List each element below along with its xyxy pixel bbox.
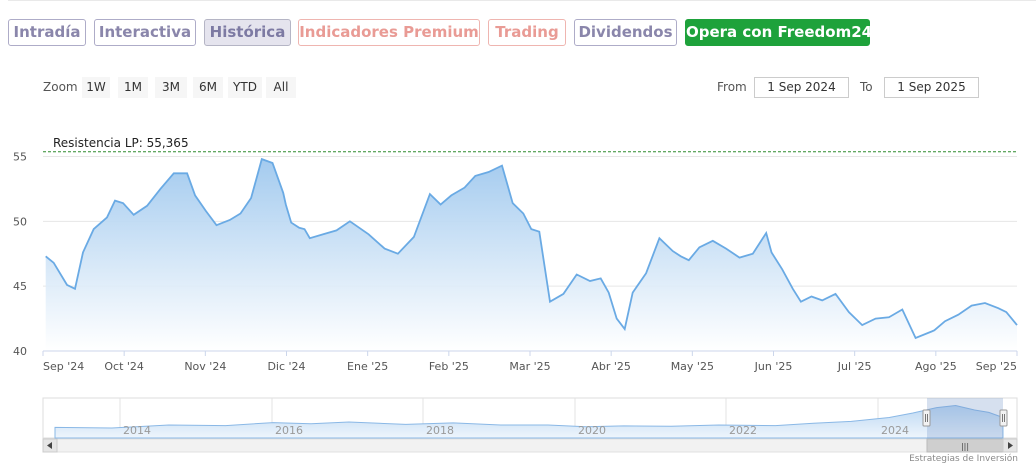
x-tick-label: Nov '24 [184,360,226,373]
scrollbar-track[interactable] [42,438,1018,453]
x-tick-label: Abr '25 [591,360,631,373]
navigator-left-handle[interactable] [922,409,931,427]
zoom-label: Zoom [43,80,78,94]
price-series-line [45,157,1018,340]
tab-trading[interactable]: Trading [488,19,566,46]
navigator-year-label: 2022 [729,424,757,437]
tab-dividendos[interactable]: Dividendos [574,19,677,46]
y-axis: 40 45 50 55 [13,150,27,358]
price-area-fill [45,159,1017,351]
zoom-ytd-button[interactable]: YTD [228,77,262,98]
tab-historica[interactable]: Histórica [204,19,291,46]
x-tick-label: Sep '25 [976,360,1017,373]
arrow-right-icon [1008,442,1013,449]
zoom-3m-button[interactable]: 3M [155,77,187,98]
tab-intradia[interactable]: Intradía [8,19,86,46]
zoom-1m-button[interactable]: 1M [118,77,148,98]
y-tick-label: 55 [13,150,27,163]
zoom-6m-button[interactable]: 6M [193,77,223,98]
x-tick-label: Mar '25 [509,360,550,373]
x-tick-label: Oct '24 [104,360,144,373]
to-date-input[interactable]: 1 Sep 2025 [884,77,979,98]
x-tick-label: Jul '25 [837,360,872,373]
x-axis: Sep '24 Oct '24 Nov '24 Dic '24 Ene '25 Feb '… [42,350,1018,373]
y-tick-label: 40 [13,345,27,358]
top-divider [8,0,1036,1]
scrollbar-grip: ||| [961,442,969,451]
x-tick-label: Ene '25 [347,360,388,373]
x-tick-label: May '25 [671,360,714,373]
x-tick-label: Feb '25 [429,360,469,373]
chart-credit: Estrategias de Inversión [909,454,1018,464]
zoom-1w-button[interactable]: 1W [82,77,110,98]
y-tick-label: 45 [13,280,27,293]
navigator[interactable]: 2014 2016 2018 2020 2022 2024 [42,397,1018,439]
zoom-all-button[interactable]: All [266,77,296,98]
from-label: From [717,80,747,94]
x-tick-label: Ago '25 [915,360,957,373]
from-date-input[interactable]: 1 Sep 2024 [754,77,849,98]
navigator-year-label: 2024 [881,424,909,437]
x-tick-label: Dic '24 [267,360,305,373]
navigator-selection[interactable] [927,398,1003,438]
x-tick-label: Sep '24 [43,360,84,373]
navigator-right-handle[interactable] [999,409,1008,427]
resistance-label: Resistencia LP: 55,365 [53,136,189,150]
scrollbar[interactable]: ||| [42,438,1018,453]
navigator-year-labels: 2014 2016 2018 2020 2022 2024 [123,424,909,437]
to-label: To [860,80,873,94]
y-tick-label: 50 [13,215,27,228]
navigator-year-label: 2016 [275,424,303,437]
navigator-year-label: 2014 [123,424,151,437]
navigator-year-label: 2018 [426,424,454,437]
tab-interactiva[interactable]: Interactiva [94,19,196,46]
arrow-left-icon [47,442,52,449]
opera-freedom24-button[interactable]: Opera con Freedom24 [685,19,872,46]
tab-indicadores-premium[interactable]: Indicadores Premium [298,19,480,46]
navigator-series [54,404,1004,439]
x-tick-label: Jun '25 [754,360,793,373]
navigator-year-label: 2020 [578,424,606,437]
